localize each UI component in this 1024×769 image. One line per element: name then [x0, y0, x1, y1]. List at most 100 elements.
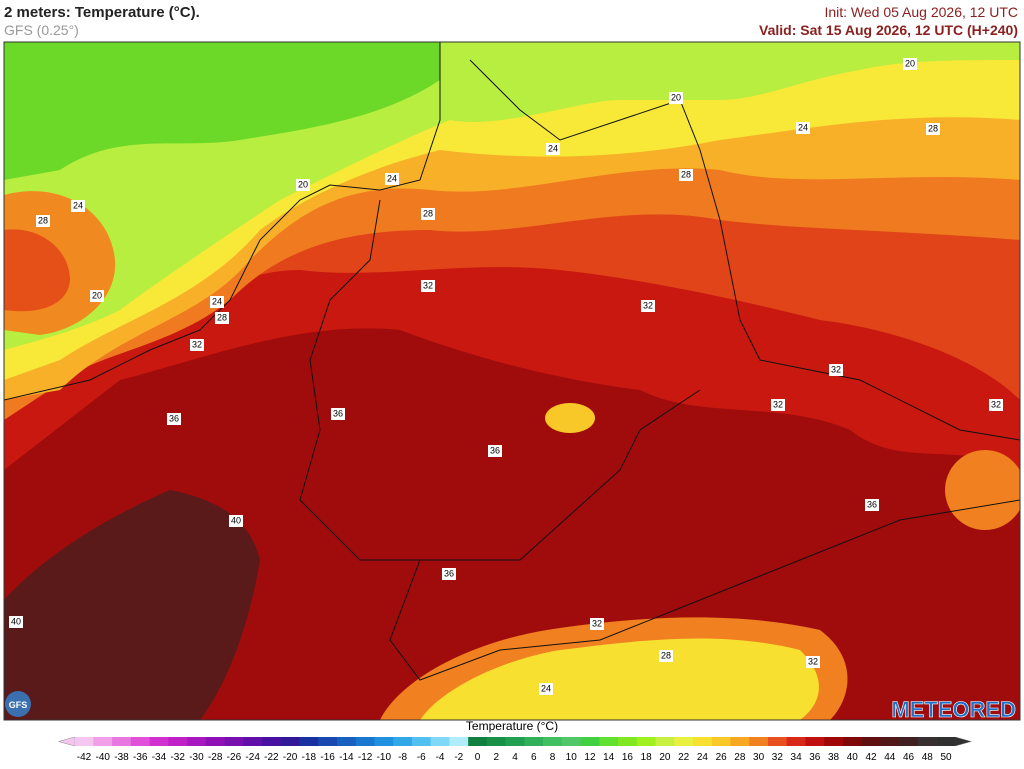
colorbar-swatch — [786, 737, 806, 746]
colorbar-swatch — [411, 737, 431, 746]
model: GFS (0.25°) — [4, 22, 79, 38]
colorbar-tick-label: -36 — [133, 752, 148, 763]
colorbar-swatch — [318, 737, 338, 746]
colorbar-tick-label: -34 — [152, 752, 167, 763]
contour-label-box — [829, 364, 843, 376]
title: 2 meters: Temperature (°C). — [4, 4, 200, 21]
valid: Valid: Sat 15 Aug 2026, 12 UTC (H+240) — [759, 22, 1018, 38]
contour-label: 20 — [298, 179, 308, 189]
colorbar-swatch — [430, 737, 450, 746]
contour-label: 28 — [38, 215, 48, 225]
colorbar-tick-label: 2 — [493, 752, 499, 763]
contour-label-box — [421, 208, 435, 220]
contour-label-box — [903, 58, 917, 70]
colorbar-arrow — [57, 736, 75, 747]
colorbar-swatch — [618, 737, 638, 746]
colorbar-tick-label: -28 — [208, 752, 223, 763]
contour-label-box — [669, 92, 683, 104]
contour-label-box — [989, 399, 1003, 411]
colorbar-tick-label: -40 — [96, 752, 111, 763]
colorbar-tick-label: 12 — [584, 752, 596, 763]
colorbar-swatch — [187, 737, 207, 746]
colorbar-tick-label: -24 — [245, 752, 260, 763]
contour-label: 32 — [831, 364, 841, 374]
colorbar-swatch — [599, 737, 619, 746]
contour-label-box — [331, 408, 345, 420]
contour-label-box — [771, 399, 785, 411]
colorbar-swatch — [505, 737, 525, 746]
contour-label: 36 — [169, 413, 179, 423]
contour-label-box — [71, 200, 85, 212]
colorbar-swatch — [336, 737, 357, 746]
colorbar-swatch — [749, 737, 769, 746]
colorbar-tick-label: 42 — [865, 752, 877, 763]
colorbar-swatch — [280, 737, 300, 746]
colorbar-swatch — [468, 737, 488, 746]
contour-label-box — [215, 312, 229, 324]
contour-label-box — [296, 179, 310, 191]
contour-label: 28 — [661, 650, 671, 660]
contour-label-box — [229, 515, 243, 527]
colorbar-swatch — [899, 737, 919, 746]
colorbar-swatch — [168, 737, 188, 746]
colorbar-tick-label: 28 — [734, 752, 746, 763]
colorbar-swatch — [580, 737, 600, 746]
colorbar-swatch — [711, 737, 731, 746]
contour-label-box — [539, 683, 553, 695]
colorbar-tick-label: -14 — [339, 752, 354, 763]
contour-label: 36 — [333, 408, 343, 418]
contour-label-box — [421, 280, 435, 292]
contour-label: 36 — [490, 445, 500, 455]
colorbar-swatch — [262, 737, 282, 746]
colorbar-swatch — [842, 737, 862, 746]
contour-label-box — [9, 616, 23, 628]
colorbar-tick-label: 30 — [753, 752, 765, 763]
colorbar-tick-label: -12 — [358, 752, 373, 763]
contour-label: 24 — [73, 200, 83, 210]
colorbar-swatch — [655, 737, 675, 746]
colorbar-swatch — [205, 737, 225, 746]
contour-label: 24 — [548, 143, 558, 153]
contour-label: 32 — [423, 280, 433, 290]
colorbar-tick-label: 10 — [566, 752, 578, 763]
gfs-logo — [5, 691, 31, 717]
colorbar-swatch — [767, 737, 788, 746]
colorbar-title: Temperature (°C) — [466, 719, 558, 733]
colorbar-tick-label: 46 — [903, 752, 915, 763]
contour-label-box — [679, 169, 693, 181]
colorbar-swatch — [693, 737, 713, 746]
colorbar-tick-label: 4 — [512, 752, 518, 763]
contour-label-box — [190, 339, 204, 351]
colorbar: -42 -40 -38 -36 -34 -32 -30 -28 -26 -24 -22 -20 -18-… — [57, 736, 973, 763]
colorbar-swatch — [824, 737, 844, 746]
colorbar-swatch — [112, 737, 132, 746]
colorbar-swatch — [149, 737, 169, 746]
colorbar-tick-label: 0 — [475, 752, 481, 763]
contour-label: 20 — [671, 92, 681, 102]
colorbar-swatch — [486, 737, 506, 746]
colorbar-tick-label: -10 — [377, 752, 392, 763]
contour-label: 32 — [192, 339, 202, 349]
contour-label-box — [36, 215, 50, 227]
contour-label: 32 — [773, 399, 783, 409]
contour-label-box — [546, 143, 560, 155]
colorbar-tick-label: 8 — [550, 752, 556, 763]
contour-label: 32 — [643, 300, 653, 310]
contour-label: 32 — [592, 618, 602, 628]
colorbar-tick-label: -8 — [398, 752, 407, 763]
colorbar-tick-label: 44 — [884, 752, 896, 763]
contour-label: 36 — [444, 568, 454, 578]
contour-label: 40 — [231, 515, 241, 525]
colorbar-tick-label: 32 — [772, 752, 784, 763]
colorbar-swatch — [374, 737, 394, 746]
contour-label-box — [590, 618, 604, 630]
colorbar-swatch — [393, 737, 413, 746]
colorbar-swatch — [636, 737, 656, 746]
colorbar-tick-label: -16 — [320, 752, 335, 763]
contour-label-box — [210, 296, 224, 308]
contour-label-box — [926, 123, 940, 135]
colorbar-swatch — [543, 737, 563, 746]
colorbar-swatch — [730, 737, 750, 746]
